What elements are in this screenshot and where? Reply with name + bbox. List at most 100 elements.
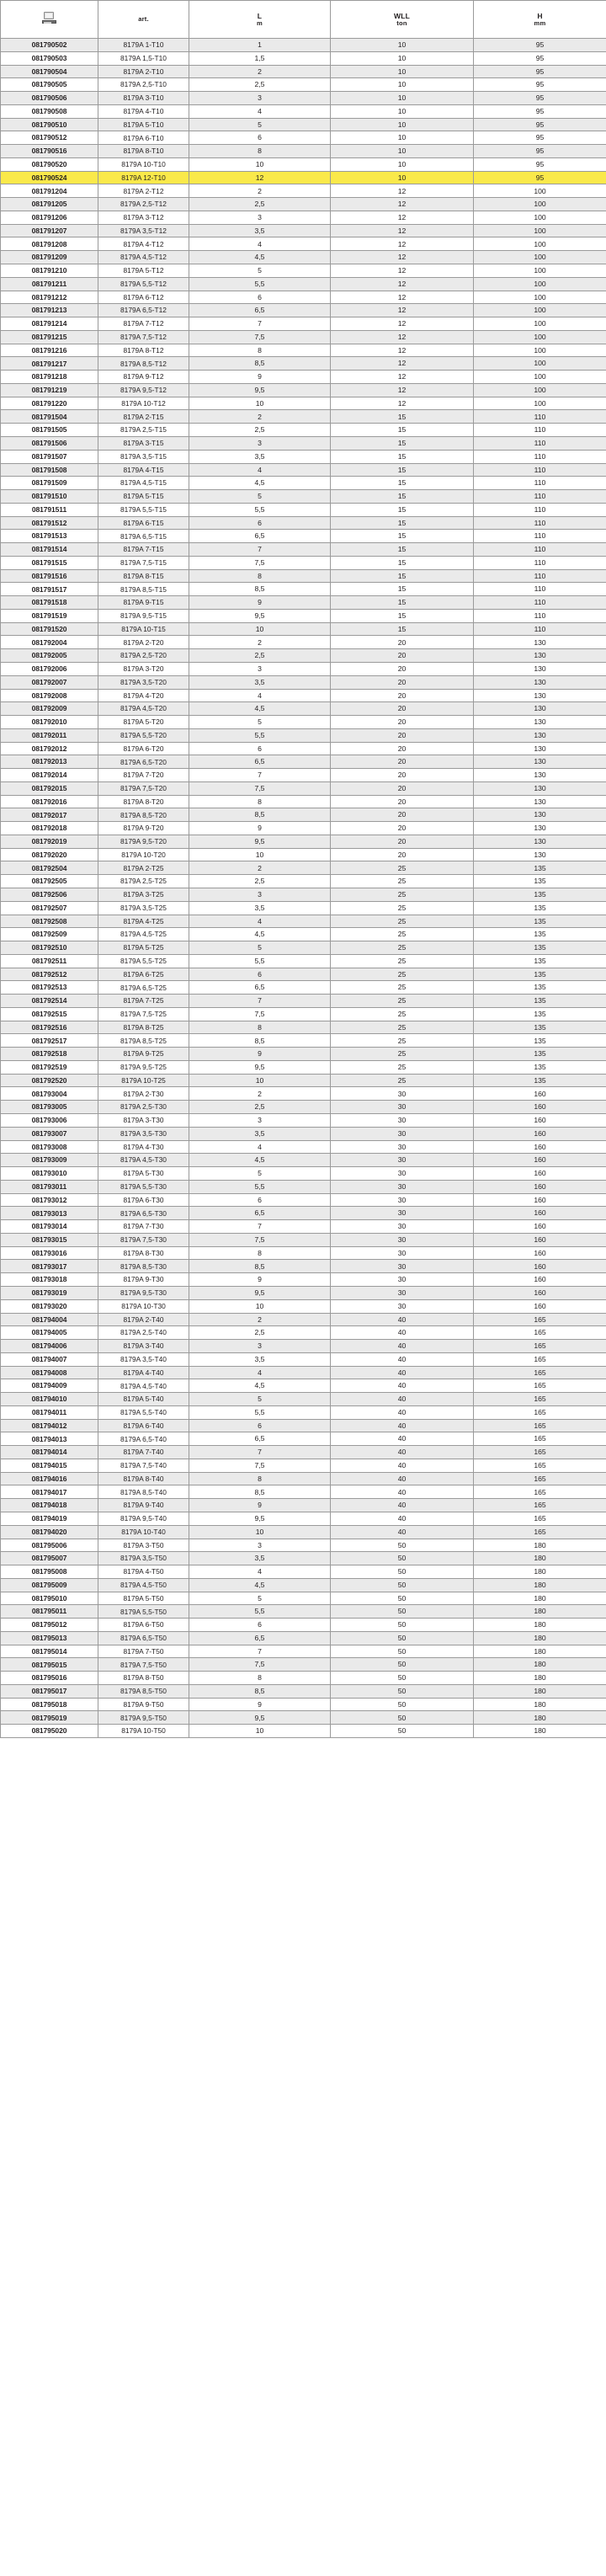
table-row[interactable]: 081791209 8179A 4,5-T12 4,5 12 100 [0, 250, 606, 265]
table-row[interactable]: 081792511 8179A 5,5-T25 5,5 25 135 [0, 953, 606, 968]
table-row[interactable]: 081792506 8179A 3-T25 3 25 135 [0, 888, 606, 902]
table-row[interactable]: 081793018 8179A 9-T30 9 30 160 [0, 1272, 606, 1287]
table-row[interactable]: 081791214 8179A 7-T12 7 12 100 [0, 317, 606, 331]
table-row[interactable]: 081792015 8179A 7,5-T20 7,5 20 130 [0, 781, 606, 796]
table-row[interactable]: 081791216 8179A 8-T12 8 12 100 [0, 343, 606, 358]
table-row[interactable]: 081795010 8179A 5-T50 5 50 180 [0, 1591, 606, 1606]
table-row[interactable]: 081793007 8179A 3,5-T30 3,5 30 160 [0, 1126, 606, 1141]
table-row[interactable]: 081792518 8179A 9-T25 9 25 135 [0, 1047, 606, 1061]
table-row[interactable]: 081791517 8179A 8,5-T15 8,5 15 110 [0, 582, 606, 597]
table-row[interactable]: 081791215 8179A 7,5-T12 7,5 12 100 [0, 329, 606, 344]
table-row[interactable]: 081792517 8179A 8,5-T25 8,5 25 135 [0, 1033, 606, 1048]
table-row[interactable]: 081790503 8179A 1,5-T10 1,5 10 95 [0, 51, 606, 66]
table-row[interactable]: 081792509 8179A 4,5-T25 4,5 25 135 [0, 927, 606, 942]
table-row[interactable]: 081794009 8179A 4,5-T40 4,5 40 165 [0, 1379, 606, 1394]
table-row[interactable]: 081791213 8179A 6,5-T12 6,5 12 100 [0, 303, 606, 318]
table-row[interactable]: 081794014 8179A 7-T40 7 40 165 [0, 1445, 606, 1459]
table-row[interactable]: 081792013 8179A 6,5-T20 6,5 20 130 [0, 755, 606, 770]
table-row[interactable]: 081791205 8179A 2,5-T12 2,5 12 100 [0, 197, 606, 211]
table-row[interactable]: 081791219 8179A 9,5-T12 9,5 12 100 [0, 382, 606, 397]
table-row[interactable]: 081790512 8179A 6-T10 6 10 95 [0, 131, 606, 146]
table-row[interactable]: 081793006 8179A 3-T30 3 30 160 [0, 1113, 606, 1128]
table-row[interactable]: 081792011 8179A 5,5-T20 5,5 20 130 [0, 728, 606, 743]
table-row[interactable]: 081795012 8179A 6-T50 6 50 180 [0, 1618, 606, 1632]
table-row[interactable]: 081794018 8179A 9-T40 9 40 165 [0, 1498, 606, 1512]
table-row[interactable]: 081792008 8179A 4-T20 4 20 130 [0, 688, 606, 703]
table-row[interactable]: 081793019 8179A 9,5-T30 9,5 30 160 [0, 1285, 606, 1300]
table-row[interactable]: 081792515 8179A 7,5-T25 7,5 25 135 [0, 1006, 606, 1021]
table-row[interactable]: 081795011 8179A 5,5-T50 5,5 50 180 [0, 1604, 606, 1619]
table-row[interactable]: 081794016 8179A 8-T40 8 40 165 [0, 1471, 606, 1486]
table-row[interactable]: 081793008 8179A 4-T30 4 30 160 [0, 1139, 606, 1155]
table-row[interactable]: 081794015 8179A 7,5-T40 7,5 40 165 [0, 1458, 606, 1473]
table-row[interactable]: 081794020 8179A 10-T40 10 40 165 [0, 1524, 606, 1539]
table-row[interactable]: 081792508 8179A 4-T25 4 25 135 [0, 914, 606, 929]
table-row[interactable]: 081791509 8179A 4,5-T15 4,5 15 110 [0, 476, 606, 491]
table-row[interactable]: 081792516 8179A 8-T25 8 25 135 [0, 1020, 606, 1035]
table-row[interactable]: 081795016 8179A 8-T50 8 50 180 [0, 1671, 606, 1685]
table-row[interactable]: 081795017 8179A 8,5-T50 8,5 50 180 [0, 1683, 606, 1699]
table-row[interactable]: 081792017 8179A 8,5-T20 8,5 20 130 [0, 808, 606, 823]
table-row[interactable]: 081793004 8179A 2-T30 2 30 160 [0, 1086, 606, 1101]
table-row[interactable]: 081794007 8179A 3,5-T40 3,5 40 165 [0, 1352, 606, 1367]
table-row[interactable]: 081791504 8179A 2-T15 2 15 110 [0, 409, 606, 424]
table-row[interactable]: 081791204 8179A 2-T12 2 12 100 [0, 184, 606, 199]
table-row[interactable]: 081791220 8179A 10-T12 10 12 100 [0, 396, 606, 411]
table-row[interactable]: 081791512 8179A 6-T15 6 15 110 [0, 515, 606, 531]
table-row[interactable]: 081794013 8179A 6,5-T40 6,5 40 165 [0, 1432, 606, 1447]
table-row[interactable]: 081792519 8179A 9,5-T25 9,5 25 135 [0, 1059, 606, 1075]
table-row[interactable]: 081792005 8179A 2,5-T20 2,5 20 130 [0, 648, 606, 663]
table-row[interactable]: 081791513 8179A 6,5-T15 6,5 15 110 [0, 529, 606, 544]
table-row[interactable]: 081792514 8179A 7-T25 7 25 135 [0, 994, 606, 1008]
table-row[interactable]: 081790502 8179A 1-T10 1 10 95 [0, 38, 606, 52]
table-row[interactable]: 081792004 8179A 2-T20 2 20 130 [0, 635, 606, 650]
table-row[interactable]: 081793017 8179A 8,5-T30 8,5 30 160 [0, 1259, 606, 1274]
table-row[interactable]: 081791211 8179A 5,5-T12 5,5 12 100 [0, 276, 606, 291]
table-row[interactable]: 081793016 8179A 8-T30 8 30 160 [0, 1245, 606, 1261]
table-row[interactable]: 081791212 8179A 6-T12 6 12 100 [0, 290, 606, 305]
table-row[interactable]: 081791208 8179A 4-T12 4 12 100 [0, 237, 606, 252]
table-row[interactable]: 081792505 8179A 2,5-T25 2,5 25 135 [0, 874, 606, 888]
table-row[interactable]: 081792504 8179A 2-T25 2 25 135 [0, 861, 606, 876]
table-row[interactable]: 081792512 8179A 6-T25 6 25 135 [0, 967, 606, 982]
table-row[interactable]: 081791506 8179A 3-T15 3 15 110 [0, 435, 606, 451]
table-row[interactable]: 081793009 8179A 4,5-T30 4,5 30 160 [0, 1153, 606, 1168]
table-row[interactable]: 081792016 8179A 8-T20 8 20 130 [0, 794, 606, 809]
table-row[interactable]: 081791518 8179A 9-T15 9 15 110 [0, 595, 606, 610]
table-row[interactable]: 081790505 8179A 2,5-T10 2,5 10 95 [0, 77, 606, 93]
table-row[interactable]: 081795013 8179A 6,5-T50 6,5 50 180 [0, 1630, 606, 1645]
table-row[interactable]: 081791520 8179A 10-T15 10 15 110 [0, 621, 606, 637]
table-row[interactable]: 081791514 8179A 7-T15 7 15 110 [0, 542, 606, 557]
table-row[interactable]: 081792014 8179A 7-T20 7 20 130 [0, 768, 606, 782]
table-row[interactable]: 081790516 8179A 8-T10 8 10 95 [0, 144, 606, 158]
table-row[interactable]: 081792507 8179A 3,5-T25 3,5 25 135 [0, 900, 606, 915]
table-row[interactable]: 081792018 8179A 9-T20 9 20 130 [0, 821, 606, 835]
table-row[interactable]: 081791507 8179A 3,5-T15 3,5 15 110 [0, 449, 606, 464]
table-row[interactable]: 081793011 8179A 5,5-T30 5,5 30 160 [0, 1179, 606, 1194]
table-row[interactable]: 081792510 8179A 5-T25 5 25 135 [0, 941, 606, 955]
table-row[interactable]: 081795020 8179A 10-T50 10 50 180 [0, 1724, 606, 1738]
table-row[interactable]: 081791516 8179A 8-T15 8 15 110 [0, 568, 606, 584]
table-row[interactable]: 081791218 8179A 9-T12 9 12 100 [0, 370, 606, 384]
table-row[interactable]: 081794004 8179A 2-T40 2 40 165 [0, 1312, 606, 1327]
table-row[interactable]: 081792020 8179A 10-T20 10 20 130 [0, 847, 606, 862]
table-row[interactable]: 081791511 8179A 5,5-T15 5,5 15 110 [0, 502, 606, 517]
table-row[interactable]: 081791207 8179A 3,5-T12 3,5 12 100 [0, 223, 606, 238]
table-row[interactable]: 081790520 8179A 10-T10 10 10 95 [0, 157, 606, 172]
table-row[interactable]: 081790504 8179A 2-T10 2 10 95 [0, 64, 606, 79]
table-row[interactable]: 081791217 8179A 8,5-T12 8,5 12 100 [0, 356, 606, 371]
table-row[interactable]: 081792009 8179A 4,5-T20 4,5 20 130 [0, 701, 606, 717]
table-row[interactable]: 081792019 8179A 9,5-T20 9,5 20 130 [0, 834, 606, 849]
table-row[interactable]: 081790510 8179A 5-T10 5 10 95 [0, 117, 606, 132]
table-row[interactable]: 081790506 8179A 3-T10 3 10 95 [0, 91, 606, 105]
table-row[interactable]: 081794008 8179A 4-T40 4 40 165 [0, 1365, 606, 1380]
table-row[interactable]: 081791505 8179A 2,5-T15 2,5 15 110 [0, 423, 606, 437]
table-row[interactable]: 081794017 8179A 8,5-T40 8,5 40 165 [0, 1485, 606, 1500]
table-row[interactable]: 081791508 8179A 4-T15 4 15 110 [0, 462, 606, 477]
table-row[interactable]: 081791510 8179A 5-T15 5 15 110 [0, 489, 606, 504]
table-row[interactable]: 081793020 8179A 10-T30 10 30 160 [0, 1299, 606, 1314]
table-row[interactable]: 081793012 8179A 6-T30 6 30 160 [0, 1192, 606, 1208]
table-row[interactable]: 081793015 8179A 7,5-T30 7,5 30 160 [0, 1232, 606, 1247]
table-row[interactable]: 081793010 8179A 5-T30 5 30 160 [0, 1166, 606, 1181]
table-row[interactable]: 081791206 8179A 3-T12 3 12 100 [0, 210, 606, 225]
